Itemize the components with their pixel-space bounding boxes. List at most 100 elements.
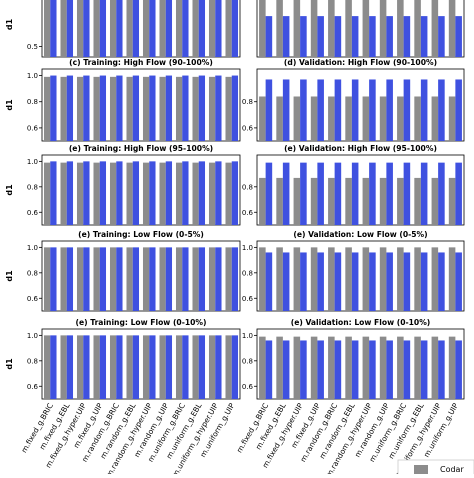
panel-frame (256, 154, 465, 226)
y-tick-label: 0.8 (242, 357, 253, 365)
bar-grey (76, 335, 84, 399)
bar-blue (420, 252, 428, 311)
bar-grey (448, 247, 456, 311)
bar-blue (165, 75, 173, 141)
bar-blue (198, 335, 206, 399)
panel-title: (e) Training: Low Flow (0-5%) (78, 230, 204, 239)
bar-grey (431, 336, 439, 399)
bar-blue (334, 162, 342, 225)
bar-grey (43, 76, 51, 141)
bar-grey (142, 162, 150, 225)
bar-blue (420, 16, 428, 57)
bar-grey (192, 162, 199, 225)
bar-blue (420, 162, 428, 225)
bar-grey (76, 162, 84, 225)
bar-blue (265, 252, 273, 311)
bar-grey (208, 162, 216, 225)
y-axis-label: d1 (5, 18, 14, 30)
bar-blue (403, 340, 411, 399)
bar-blue (165, 161, 173, 225)
panel-frame (41, 328, 241, 400)
bar-blue (99, 335, 107, 399)
bar-grey (414, 96, 421, 141)
bar-grey (448, 0, 456, 57)
bar-blue (420, 79, 428, 141)
bar-grey (414, 336, 421, 399)
bar-blue (369, 79, 376, 141)
bar-grey (448, 177, 456, 225)
bar-grey (276, 336, 283, 399)
panel-7: 1.0 0.8 0.6 d1 (e) Training: Low Flow (0-5%) (5, 230, 241, 312)
bar-grey (43, 162, 51, 225)
bar-blue (265, 340, 273, 399)
bar-grey (60, 247, 67, 311)
y-tick-label: 0.6 (242, 383, 254, 391)
bar-blue (386, 252, 393, 311)
bar-grey (379, 96, 387, 141)
bar-blue (282, 79, 290, 141)
y-tick-label: 0.8 (27, 357, 38, 365)
bar-blue (215, 335, 222, 399)
bar-blue (182, 161, 189, 225)
bar-grey (431, 96, 439, 141)
bar-blue (351, 162, 359, 225)
bar-grey (397, 0, 404, 57)
bar-grey (328, 247, 335, 311)
y-tick-label: 0.6 (27, 209, 39, 217)
bar-grey (259, 336, 266, 399)
y-axis-label: d1 (5, 184, 14, 196)
bar-blue (116, 0, 123, 57)
y-tick-label: 0.6 (242, 295, 254, 303)
bar-grey (142, 247, 150, 311)
panel-10: 1.0 0.8 0.6 (e) Validation: Low Flow (0-10%… (242, 318, 465, 400)
bar-grey (93, 76, 100, 141)
bar-grey (276, 247, 283, 311)
bar-blue (265, 16, 273, 57)
bar-grey (310, 247, 318, 311)
bar-blue (282, 340, 290, 399)
panel-title: (e) Validation: High Flow (95-100%) (284, 144, 437, 153)
bar-grey (43, 247, 51, 311)
panels-layer: 0.5 d1 1.0 0.8 0.6 d1 (c) Training: High Flow … (5, 0, 465, 400)
x-tick-labels: m.fixed_g.BRICm.fixed_g.EBLm.fixed_g.hyp… (19, 401, 460, 478)
y-tick-label: 0.6 (242, 209, 254, 217)
panel-frame (256, 240, 465, 312)
bar-grey (328, 0, 335, 57)
bar-grey (448, 96, 456, 141)
y-tick-label: 1.0 (242, 244, 253, 252)
panel-frame (41, 0, 241, 58)
bar-grey (276, 96, 283, 141)
y-tick-label: 0.8 (27, 269, 38, 277)
panel-frame (256, 0, 465, 58)
bar-grey (293, 247, 301, 311)
bar-grey (109, 0, 117, 57)
panel-frame (41, 154, 241, 226)
bar-blue (317, 340, 324, 399)
bar-blue (99, 75, 107, 141)
bar-blue (455, 79, 462, 141)
bar-grey (345, 0, 352, 57)
bar-blue (66, 335, 74, 399)
panel-title: (e) Validation: Low Flow (0-5%) (293, 230, 427, 239)
bar-blue (50, 247, 57, 311)
panel-frame (256, 68, 465, 142)
bar-grey (345, 336, 352, 399)
bar-blue (99, 247, 107, 311)
bar-grey (175, 335, 183, 399)
bar-blue (182, 247, 189, 311)
bar-grey (159, 0, 166, 57)
panel-5: 1.0 0.8 0.6 d1 (e) Training: High Flow (95-1… (5, 144, 241, 226)
bar-grey (175, 0, 183, 57)
bar-blue (334, 16, 342, 57)
bar-grey (208, 0, 216, 57)
bar-blue (116, 247, 123, 311)
bar-grey (142, 335, 150, 399)
bar-grey (448, 336, 456, 399)
y-tick-label: 0.8 (242, 98, 253, 106)
panel-title: (e) Validation: Low Flow (0-10%) (291, 318, 431, 327)
legend: Codar (397, 459, 474, 477)
bar-grey (362, 336, 370, 399)
y-axis-label: d1 (5, 99, 14, 111)
bar-grey (362, 0, 370, 57)
bar-blue (317, 252, 324, 311)
